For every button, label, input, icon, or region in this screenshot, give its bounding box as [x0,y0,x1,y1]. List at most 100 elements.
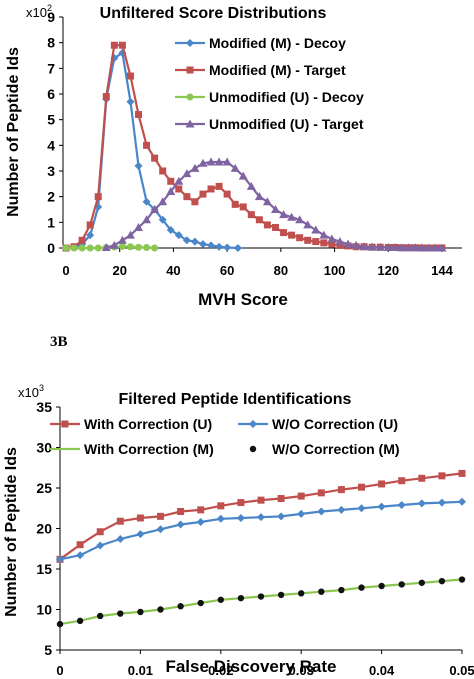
data-point [182,169,192,178]
data-point [295,215,305,224]
data-point [424,243,434,252]
data-point [255,216,263,224]
data-point [327,234,337,243]
data-point [135,111,143,119]
data-point [418,474,426,482]
x-tick-label: 0 [56,663,63,678]
data-point [246,181,256,190]
data-point [319,230,329,239]
x-axis-label: False Discovery Rate [165,657,336,676]
data-point [96,528,104,536]
data-point [378,480,386,488]
series-2 [56,497,466,564]
legend-swatch-marker [249,420,257,428]
data-point [94,193,102,201]
chart-title: Unfiltered Score Distributions [100,5,327,22]
legend-swatch-marker [186,39,194,47]
data-point [206,157,216,166]
data-point [76,541,84,549]
data-point [383,242,393,251]
data-point [176,520,185,529]
x-tick-label: 144 [431,263,453,278]
data-point [183,193,191,201]
data-point [142,215,152,224]
legend-label: W/O Correction (M) [272,441,400,457]
data-point [458,469,466,477]
y-tick-label: 15 [36,561,52,577]
data-point [157,606,164,613]
data-point [288,231,296,239]
data-point [116,535,125,544]
y-tick-label: 10 [36,602,52,618]
y-tick-label: 35 [36,399,52,415]
legend-label: With Correction (M) [84,441,214,457]
data-point [151,154,159,162]
data-point [134,161,143,170]
series-line [65,51,238,250]
data-point [142,197,151,206]
data-point [303,220,313,229]
data-point [337,505,346,514]
x-tick-label: 0.04 [369,663,395,678]
data-point [215,182,223,190]
data-point [190,163,200,172]
data-point [367,242,377,251]
x-tick-label: 60 [220,263,234,278]
legend-label: Modified (M) - Target [209,62,346,78]
data-point [238,171,248,180]
data-point [311,225,321,234]
data-point [78,244,86,252]
data-point [56,555,64,564]
data-point [118,242,126,250]
y-tick-label: 5 [44,642,52,658]
data-point [257,513,265,522]
data-point [86,231,95,240]
data-point [196,518,205,527]
data-point [207,185,215,193]
data-point [56,620,64,628]
data-point [398,581,405,588]
data-point [223,243,232,252]
data-point [110,41,118,49]
data-point [62,244,70,252]
data-point [86,244,94,252]
data-point [117,610,124,617]
data-point [97,612,104,620]
series-4 [56,576,466,628]
legend-swatch-marker [61,420,69,428]
data-point [254,192,264,201]
data-point [397,243,407,252]
data-point [233,244,242,252]
data-point [437,498,446,507]
data-point [312,238,320,246]
data-point [174,176,184,185]
data-point [237,499,245,507]
data-point [222,157,232,166]
data-point [257,496,265,504]
data-point [126,243,134,251]
data-point [102,93,110,101]
data-point [338,586,345,594]
y-multiplier-exponent: 2 [47,3,52,13]
data-point [271,223,279,231]
data-point [135,243,143,251]
chart-title: Filtered Peptide Identifications [119,391,352,408]
data-point [280,229,288,237]
x-tick-label: 0.05 [449,663,474,678]
y-multiplier: x10 [26,5,47,20]
y-tick-label: 0 [47,240,55,256]
x-tick-label: 0.01 [128,663,153,678]
chart-2: 5 10 15 20 25 30 35 0 0.01 0.02 0.03 0.04 0.05 Filter… [3,383,474,678]
data-point [96,541,105,550]
y-tick-label: 9 [47,9,55,25]
data-point [136,514,144,522]
data-point [126,97,135,106]
data-point [143,141,151,149]
x-tick-label: 0.02 [208,663,233,678]
data-point [437,243,447,252]
data-point [151,244,159,252]
data-point [351,240,361,249]
data-point [207,241,216,250]
series-line [59,500,463,561]
data-point [320,239,328,247]
